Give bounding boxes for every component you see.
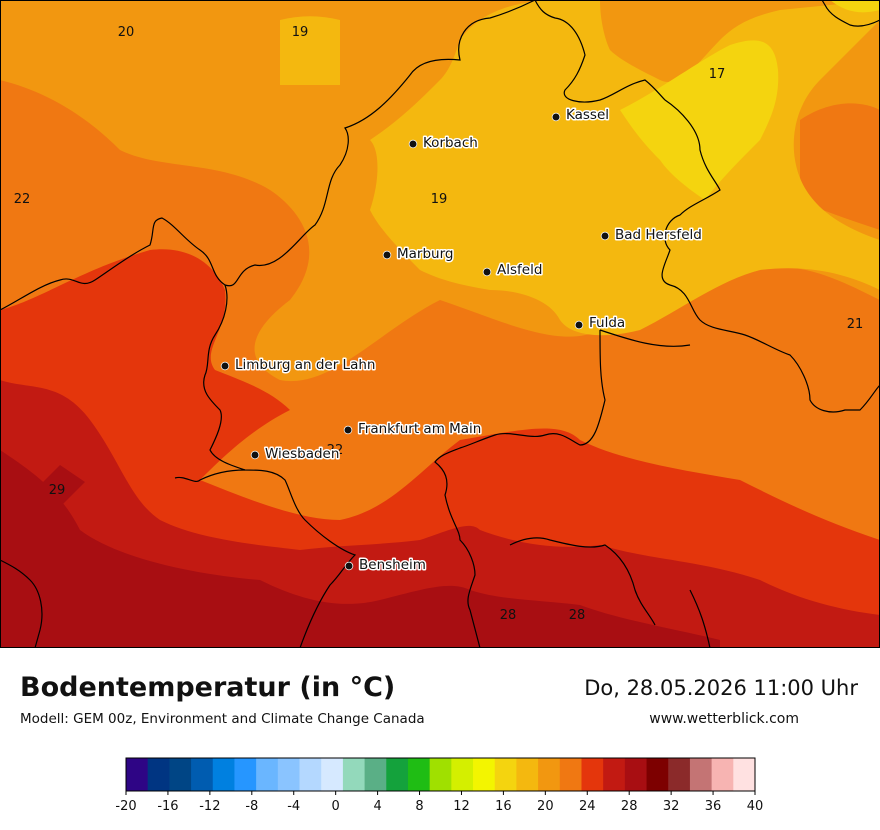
city-bensheim: Bensheim (344, 556, 427, 575)
legend-swatch (689, 758, 713, 791)
website-link[interactable]: www.wetterblick.com (649, 711, 799, 727)
isoline-label: 28 (500, 608, 517, 623)
legend-swatch (256, 758, 279, 791)
legend-swatch (191, 758, 214, 791)
city-bad-hersfeld: Bad Hersfeld (600, 226, 703, 245)
legend-tick-label: 20 (537, 799, 554, 814)
city-alsfeld: Alsfeld (482, 261, 544, 280)
legend-swatch (169, 758, 192, 791)
isoline-label: 21 (847, 317, 864, 332)
isoline-label: 20 (118, 25, 135, 40)
forecast-datetime: Do, 28.05.2026 11:00 Uhr (584, 676, 858, 700)
isoline-label: 22 (14, 192, 31, 207)
legend-tick-label: 16 (495, 799, 512, 814)
legend-swatch (212, 758, 235, 791)
legend-swatch (407, 758, 431, 791)
legend-swatch (646, 758, 669, 791)
city-label: Korbach (423, 135, 478, 151)
isoline-label: 28 (569, 608, 586, 623)
city-label: Marburg (397, 246, 453, 262)
temperature-map: 20 19 17 22 19 21 22 29 28 28 Kassel Kor… (0, 0, 880, 648)
legend-bars (125, 757, 756, 792)
isoline-label: 19 (292, 25, 309, 40)
legend-swatch (538, 758, 561, 791)
legend-swatch (386, 758, 409, 791)
temp-zone-18-west (280, 16, 340, 85)
legend-tick-label: -4 (287, 799, 300, 814)
legend-swatch (668, 758, 691, 791)
city-label: Limburg an der Lahn (235, 357, 375, 373)
city-label: Frankfurt am Main (358, 421, 481, 437)
temp-zone-17 (620, 40, 779, 201)
legend-tick-label: 28 (621, 799, 638, 814)
legend-swatch (342, 758, 366, 791)
city-label: Bensheim (359, 557, 426, 573)
isoline-label: 29 (49, 483, 66, 498)
legend-swatch (364, 758, 387, 791)
legend-ticks: -20 -16 -12 -8 -4 0 4 8 12 16 20 24 28 32 36 40 (115, 791, 763, 814)
legend-swatch (299, 758, 322, 791)
legend-swatch (321, 758, 344, 791)
city-frankfurt: Frankfurt am Main (343, 420, 483, 439)
legend-tick-label: 8 (415, 799, 423, 814)
legend-swatch (559, 758, 582, 791)
city-wiesbaden: Wiesbaden (250, 445, 341, 464)
legend-swatch (126, 758, 149, 791)
legend-tick-label: 0 (332, 799, 340, 814)
legend-frame (125, 757, 756, 792)
legend-swatch (494, 758, 517, 791)
city-label: Fulda (589, 315, 625, 331)
legend-swatch (451, 758, 474, 791)
city-label: Wiesbaden (265, 446, 339, 462)
legend-swatch (473, 758, 496, 791)
city-limburg: Limburg an der Lahn (220, 356, 377, 375)
legend-swatch (516, 758, 539, 791)
legend-swatch (603, 758, 626, 791)
legend-swatch (581, 758, 604, 791)
legend-tick-label: -12 (199, 799, 220, 814)
city-kassel: Kassel (551, 106, 611, 125)
city-marburg: Marburg (382, 245, 455, 264)
state-borders (0, 0, 880, 648)
legend-swatch (624, 758, 648, 791)
legend-swatch (711, 758, 734, 791)
legend-tick-label: 24 (579, 799, 596, 814)
city-label: Bad Hersfeld (615, 227, 702, 243)
city-label: Alsfeld (497, 262, 542, 278)
map-title: Bodentemperatur (in °C) (20, 672, 396, 703)
legend-tick-label: 32 (663, 799, 680, 814)
isoline-label: 22 (327, 443, 344, 458)
legend-tick-label: -8 (245, 799, 258, 814)
isoline-label: 17 (709, 67, 726, 82)
legend-swatch (733, 758, 756, 791)
legend-tick-label: 36 (705, 799, 722, 814)
legend-swatch (147, 758, 170, 791)
temp-zone-28 (0, 450, 720, 648)
legend-tick-label: -20 (115, 799, 136, 814)
temp-zone-22-east (800, 103, 880, 230)
city-fulda: Fulda (574, 314, 627, 333)
color-legend: -20 -16 -12 -8 -4 0 4 8 12 16 20 24 28 32 36 40 (115, 757, 763, 814)
map-footer: Bodentemperatur (in °C) Modell: GEM 00z,… (0, 648, 880, 830)
city-korbach: Korbach (408, 134, 479, 153)
temp-zone-17-top (830, 0, 880, 13)
legend-tick-label: 40 (747, 799, 764, 814)
legend-swatch (429, 758, 452, 791)
legend-swatch (277, 758, 301, 791)
legend-tick-label: 12 (453, 799, 470, 814)
temp-zone-29-spot (40, 465, 85, 505)
isoline-label: 19 (431, 192, 448, 207)
legend-tick-label: -16 (157, 799, 178, 814)
city-label: Kassel (566, 107, 609, 123)
legend-swatch (234, 758, 257, 791)
model-info: Modell: GEM 00z, Environment and Climate… (20, 711, 425, 727)
legend-tick-label: 4 (373, 799, 381, 814)
